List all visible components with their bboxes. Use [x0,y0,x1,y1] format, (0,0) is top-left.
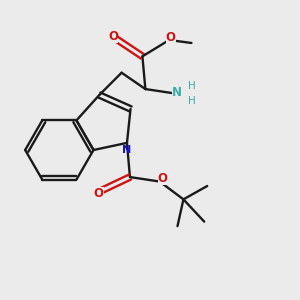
Text: O: O [94,187,104,200]
Text: O: O [158,172,168,185]
Text: O: O [166,31,176,44]
Text: N: N [122,145,132,155]
Text: N: N [172,85,182,98]
Text: H: H [188,96,195,106]
Text: O: O [108,30,118,43]
Text: H: H [188,81,195,91]
